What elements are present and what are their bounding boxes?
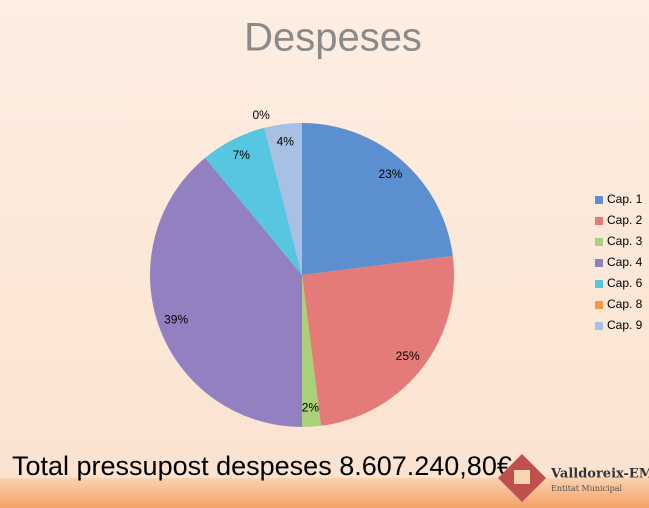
legend-swatch [595, 238, 603, 246]
legend-label: Cap. 1 [607, 192, 643, 206]
pie-slice [150, 157, 302, 427]
pie-slice [302, 275, 322, 427]
pie-slice [264, 123, 302, 275]
footer-band [0, 478, 649, 508]
legend-swatch [595, 322, 603, 330]
legend-swatch [595, 301, 603, 309]
legend-label: Cap. 9 [607, 318, 643, 332]
chart-title: Despeses [244, 16, 422, 60]
legend-label: Cap. 2 [607, 213, 643, 227]
legend-swatch [595, 196, 603, 204]
data-label: 23% [378, 167, 402, 181]
logo-name: Valldoreix-EMD [550, 467, 649, 482]
pie-slice [205, 127, 302, 275]
legend: Cap. 1 Cap. 2 Cap. 3 Cap. 4 Cap. 6 Cap. 8 Cap.… [595, 192, 643, 332]
pie-slice [302, 123, 453, 275]
pie-slice [302, 255, 454, 426]
legend-label: Cap. 6 [607, 276, 643, 290]
logo: Valldoreix-EMD Entitat Municipal [498, 454, 649, 502]
pie: 23% 25% 2% 39% 7% 0% 4% [150, 108, 454, 427]
legend-label: Cap. 8 [607, 297, 643, 311]
data-label: 0% [253, 108, 271, 122]
data-label: 4% [277, 134, 295, 148]
logo-subtitle: Entitat Municipal [551, 484, 622, 493]
data-label: 25% [396, 349, 420, 363]
data-label: 2% [302, 401, 320, 415]
data-label: 39% [164, 312, 188, 326]
legend-swatch [595, 217, 603, 225]
legend-label: Cap. 4 [607, 255, 643, 269]
logo-icon-castle [514, 470, 530, 484]
legend-swatch [595, 259, 603, 267]
total-text: Total pressupost despeses 8.607.240,80€ [12, 451, 512, 481]
legend-label: Cap. 3 [607, 234, 643, 248]
legend-swatch [595, 280, 603, 288]
data-label: 7% [233, 148, 251, 162]
